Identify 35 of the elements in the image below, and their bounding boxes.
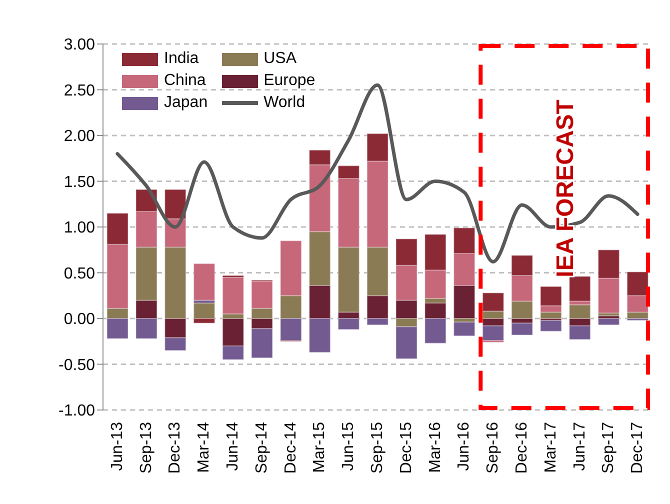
y-tick-label: 2.50 [64,82,96,100]
x-tick-label: Jun-13 [108,422,126,471]
x-tick-label: Jun-16 [456,422,473,471]
y-tick-label: 2.00 [64,128,96,146]
x-tick-label: Mar-16 [426,422,444,473]
x-tick-label: Sep-15 [369,422,386,474]
legend-label: Europe [264,71,316,91]
x-tick-label: Jun-15 [340,422,358,471]
x-tick-label: Sep-14 [253,422,270,474]
x-tick-label: Jun-14 [224,422,242,471]
x-tick-label: Mar-17 [542,422,560,473]
x-tick-label: Sep-17 [600,422,618,474]
x-tick-label: Jun-17 [571,422,588,471]
y-tick-label: 1.00 [64,220,96,237]
y-tick-label: -1.00 [58,402,96,420]
legend-label: India [164,49,199,69]
y-tick-label: 0.00 [64,311,96,328]
x-tick-label: Mar-14 [196,422,213,473]
x-tick-label: Dec-15 [398,422,415,474]
y-tick-label: 0.50 [64,265,96,282]
x-tick-label: Dec-16 [513,422,530,474]
legend-label: China [164,71,206,91]
y-tick-label: 1.50 [64,174,96,191]
x-tick-label: Sep-16 [484,422,502,474]
x-tick-label: Dec-17 [629,422,646,474]
x-tick-label: Dec-14 [282,422,300,474]
legend-label: Japan [164,93,208,113]
x-tick-label: Sep-13 [138,422,155,474]
y-tick-label: -0.50 [58,356,96,374]
annotation: IEA FORECAST [552,99,579,278]
y-tick-label: 3.00 [64,36,96,54]
legend-label: USA [264,49,296,69]
x-tick-label: Dec-13 [166,422,184,474]
x-tick-label: Mar-15 [311,422,328,473]
legend-label: World [264,93,306,113]
